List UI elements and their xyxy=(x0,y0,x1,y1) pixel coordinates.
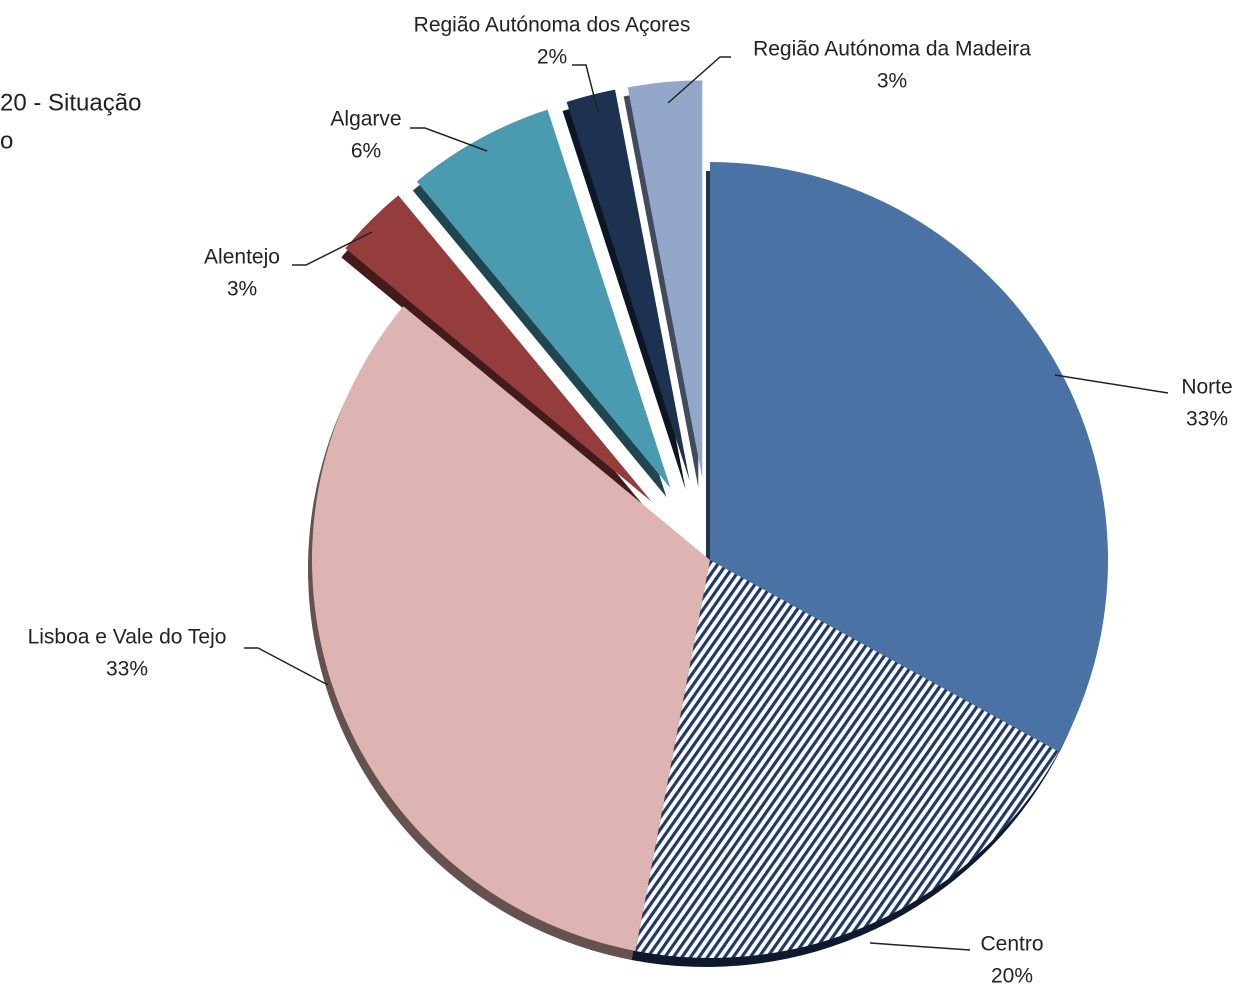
leader-line xyxy=(1054,374,1169,394)
data-label-value: 6% xyxy=(351,140,381,163)
slice xyxy=(635,560,1059,958)
leader-line xyxy=(244,647,329,686)
slice xyxy=(345,195,653,503)
chart-title: 20 - Situação xyxy=(0,89,141,116)
data-label-value: 20% xyxy=(991,965,1033,987)
leader-line xyxy=(292,231,373,266)
leader-line xyxy=(572,64,599,113)
data-label-value: 33% xyxy=(106,658,148,681)
slice xyxy=(627,80,703,479)
slice xyxy=(566,89,690,481)
data-label-name: Alentejo xyxy=(204,246,280,269)
leader-line xyxy=(410,127,488,152)
data-label-value: 2% xyxy=(537,46,567,69)
data-label-value: 3% xyxy=(877,70,907,93)
data-label-name: Região Autónoma dos Açores xyxy=(414,14,691,37)
data-label-value: 3% xyxy=(227,278,257,301)
leader-line xyxy=(869,942,971,951)
data-label-name: Norte xyxy=(1181,376,1232,399)
labels: Norte 33% Centro 20% Lisboa e Vale do Tejo 33… xyxy=(28,14,1233,987)
data-label-name: Algarve xyxy=(330,108,401,131)
data-label-value: 33% xyxy=(1186,408,1228,431)
leader-line xyxy=(667,56,731,104)
slices xyxy=(311,80,1108,958)
slice xyxy=(710,162,1108,752)
slice xyxy=(311,306,710,951)
data-label-name: Lisboa e Vale do Tejo xyxy=(28,626,227,649)
slice-side xyxy=(562,98,686,490)
data-label-name: Região Autónoma da Madeira xyxy=(753,38,1031,61)
chart-title: o xyxy=(0,127,13,154)
slice xyxy=(416,109,671,489)
data-label-name: Centro xyxy=(980,933,1043,956)
